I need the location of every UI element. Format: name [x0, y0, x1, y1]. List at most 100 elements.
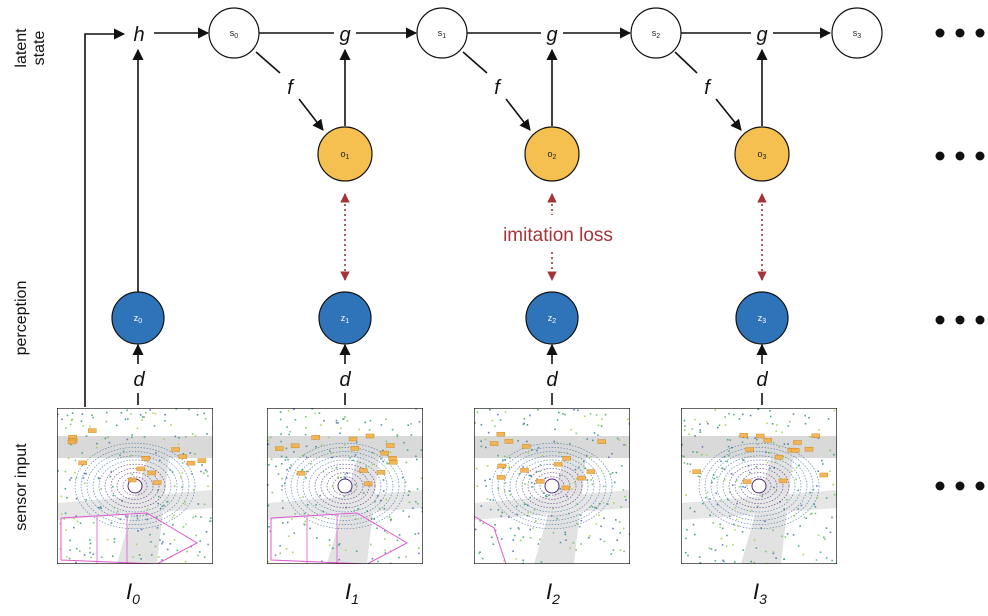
- state-node-1: s1: [416, 7, 468, 59]
- svg-text:I1: I1: [345, 579, 359, 607]
- svg-text:z0: z0: [134, 313, 143, 325]
- perception-node-1-sub: 1: [345, 318, 349, 325]
- perception-node-1: z1: [318, 291, 372, 345]
- output-node-1-base: o: [341, 149, 346, 159]
- output-node-2-sub: 2: [553, 154, 557, 161]
- function-d-label-1: d: [339, 369, 351, 391]
- state-node-0-circle: [208, 7, 260, 59]
- output-node-2-base: o: [548, 149, 553, 159]
- svg-text:z1: z1: [341, 313, 350, 325]
- ellipsis-icon-output: [935, 151, 985, 161]
- svg-text:s0: s0: [230, 28, 239, 40]
- input-label-1-sub: 1: [351, 591, 359, 607]
- edge-s0-to-f1: [255, 51, 281, 74]
- continuation-dots: [935, 28, 985, 491]
- imitation-loss-links: [340, 193, 767, 281]
- svg-text:z3: z3: [758, 313, 767, 325]
- output-node-3: o3: [734, 126, 790, 182]
- perception-node-2: z2: [525, 291, 579, 345]
- output-node-3-sub: 3: [763, 154, 767, 161]
- perception-node-2-circle: [525, 291, 579, 345]
- row-label-latent-line2: state: [31, 31, 48, 66]
- ellipsis-icon-sensor: [935, 481, 985, 491]
- sensor-image-1: [267, 408, 423, 564]
- function-f-label-2: f: [494, 77, 502, 99]
- output-node-1-sub: 1: [346, 154, 350, 161]
- perception-node-3-circle: [735, 291, 789, 345]
- state-node-1-circle: [416, 7, 468, 59]
- svg-text:I3: I3: [753, 579, 767, 607]
- edge-f2-to-o2: [505, 98, 531, 131]
- state-node-2-sub: 2: [656, 33, 660, 40]
- state-node-2: s2: [630, 7, 682, 59]
- sensor-image-3: [681, 408, 837, 564]
- input-label-3-sub: 3: [759, 591, 767, 607]
- perception-node-1-base: z: [341, 313, 346, 323]
- sensor-image-0: [57, 408, 213, 564]
- svg-text:s1: s1: [438, 28, 447, 40]
- row-label-perception: perception: [13, 281, 30, 356]
- state-node-1-sub: 1: [442, 33, 446, 40]
- ellipsis-icon-latent: [935, 28, 985, 38]
- svg-text:z2: z2: [548, 313, 557, 325]
- sensor-images: [57, 408, 837, 564]
- output-node-1-circle: [317, 126, 373, 182]
- state-node-0-base: s: [230, 28, 235, 38]
- svg-text:I0: I0: [126, 579, 140, 607]
- svg-text:I2: I2: [546, 579, 560, 607]
- edges: [84, 27, 832, 407]
- state-node-0-sub: 0: [234, 33, 238, 40]
- input-label-2-sub: 2: [551, 591, 560, 607]
- state-node-2-circle: [630, 7, 682, 59]
- edge-s2-to-f3: [674, 51, 698, 74]
- function-h-label: h: [133, 24, 144, 46]
- ellipsis-icon-perception: [935, 315, 985, 325]
- row-label-latent-line1: latent: [13, 28, 30, 68]
- input-label-2-base: I: [546, 579, 552, 604]
- state-node-1-base: s: [438, 28, 443, 38]
- perception-node-0-circle: [111, 291, 165, 345]
- svg-text:o1: o1: [341, 149, 350, 161]
- svg-text:o3: o3: [758, 149, 767, 161]
- state-node-3-sub: 3: [857, 33, 861, 40]
- input-label-0-base: I: [126, 579, 132, 604]
- input-label-0-sub: 0: [132, 591, 140, 607]
- sensor-image-2: [474, 408, 630, 564]
- output-node-2-circle: [524, 126, 580, 182]
- function-f-label-1: f: [287, 77, 295, 99]
- imitation-loss-label: imitation loss: [503, 225, 613, 246]
- state-node-0: s0: [208, 7, 260, 59]
- edge-input-to-h: [84, 28, 126, 407]
- output-node-3-circle: [734, 126, 790, 182]
- perception-node-3-base: z: [758, 313, 763, 323]
- output-node-1: o1: [317, 126, 373, 182]
- edge-f3-to-o3: [715, 98, 742, 131]
- perception-node-0-sub: 0: [138, 318, 142, 325]
- output-node-2: o2: [524, 126, 580, 182]
- state-node-3: s3: [831, 7, 883, 59]
- function-d-label-3: d: [756, 369, 768, 391]
- function-d-label-2: d: [546, 369, 558, 391]
- edge-f1-to-o1: [298, 98, 324, 131]
- svg-text:s3: s3: [853, 28, 862, 40]
- perception-node-2-sub: 2: [552, 318, 556, 325]
- edge-s1-to-f2: [462, 51, 488, 74]
- input-label-3-base: I: [753, 579, 759, 604]
- row-label-sensor-input: sensor input: [13, 443, 30, 531]
- perception-node-3-sub: 3: [762, 318, 766, 325]
- input-label-1-base: I: [345, 579, 351, 604]
- perception-node-3: z3: [735, 291, 789, 345]
- state-node-2-base: s: [652, 28, 657, 38]
- perception-node-0: z0: [111, 291, 165, 345]
- function-g-label-2: g: [546, 24, 557, 46]
- row-label-latent-state: latent state: [13, 28, 48, 68]
- svg-text:o2: o2: [548, 149, 557, 161]
- function-d-label-0: d: [133, 369, 145, 391]
- function-f-label-3: f: [704, 77, 712, 99]
- perception-node-0-base: z: [134, 313, 139, 323]
- function-g-label-1: g: [339, 24, 350, 46]
- perception-node-1-circle: [318, 291, 372, 345]
- output-node-3-base: o: [758, 149, 763, 159]
- state-node-3-circle: [831, 7, 883, 59]
